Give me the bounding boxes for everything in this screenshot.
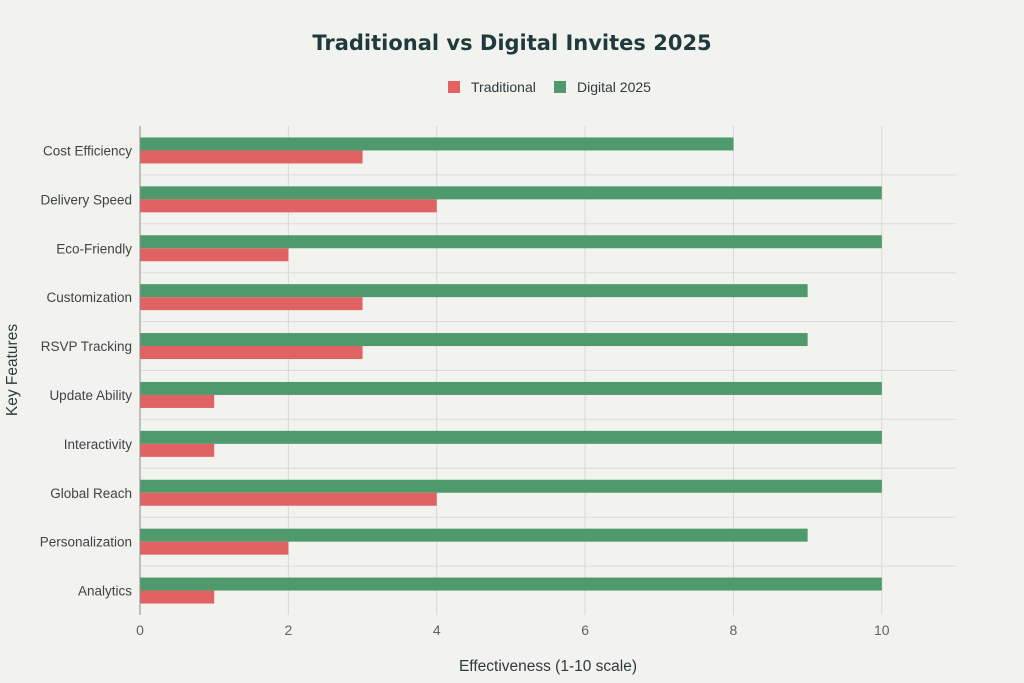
category-label: Personalization	[40, 535, 132, 550]
bar-digital-customization	[140, 284, 808, 298]
bar-traditional-eco-friendly	[140, 248, 289, 262]
bars	[140, 137, 882, 604]
bar-traditional-rsvp-tracking	[140, 346, 363, 360]
category-label: Cost Efficiency	[43, 143, 132, 158]
bar-digital-global-reach	[140, 479, 882, 493]
bar-digital-cost-efficiency	[140, 137, 734, 151]
x-tick-label: 2	[284, 622, 292, 638]
x-tick-label: 8	[730, 622, 738, 638]
category-labels: Cost Efficiency Delivery Speed Eco-Friendl…	[40, 143, 133, 598]
x-tick-label: 0	[136, 622, 144, 638]
x-axis-title: Effectiveness (1-10 scale)	[459, 658, 637, 675]
legend-swatch-digital-2025	[554, 81, 566, 93]
category-label: Eco-Friendly	[56, 241, 132, 256]
bar-digital-eco-friendly	[140, 235, 882, 249]
legend-label-digital-2025: Digital 2025	[577, 79, 651, 95]
bar-digital-rsvp-tracking	[140, 333, 808, 347]
bar-traditional-update-ability	[140, 394, 215, 408]
category-label: RSVP Tracking	[41, 339, 132, 354]
category-label: Delivery Speed	[40, 192, 132, 207]
legend-label-traditional: Traditional	[471, 79, 536, 95]
x-tick-labels: 0 2 4 6 8 10	[136, 622, 890, 638]
category-label: Global Reach	[50, 486, 132, 501]
bar-digital-analytics	[140, 577, 882, 591]
bar-traditional-analytics	[140, 590, 215, 604]
category-label: Update Ability	[49, 388, 132, 403]
chart-title: Traditional vs Digital Invites 2025	[312, 31, 711, 55]
bar-digital-delivery-speed	[140, 186, 882, 200]
bar-digital-update-ability	[140, 381, 882, 395]
bar-traditional-interactivity	[140, 443, 215, 457]
x-tick-label: 6	[581, 622, 589, 638]
category-label: Interactivity	[64, 437, 133, 452]
legend: Traditional Digital 2025	[448, 79, 651, 95]
bar-traditional-delivery-speed	[140, 199, 437, 213]
gridlines	[140, 126, 956, 615]
bar-digital-personalization	[140, 528, 808, 542]
category-label: Analytics	[78, 584, 132, 599]
x-tick-label: 10	[874, 622, 890, 638]
bar-digital-interactivity	[140, 430, 882, 444]
bar-traditional-customization	[140, 297, 363, 311]
legend-swatch-traditional	[448, 81, 460, 93]
bar-traditional-global-reach	[140, 492, 437, 506]
y-axis-title: Key Features	[4, 324, 21, 416]
x-tick-label: 4	[433, 622, 441, 638]
category-label: Customization	[46, 290, 132, 305]
bar-traditional-cost-efficiency	[140, 150, 363, 164]
bar-traditional-personalization	[140, 541, 289, 555]
